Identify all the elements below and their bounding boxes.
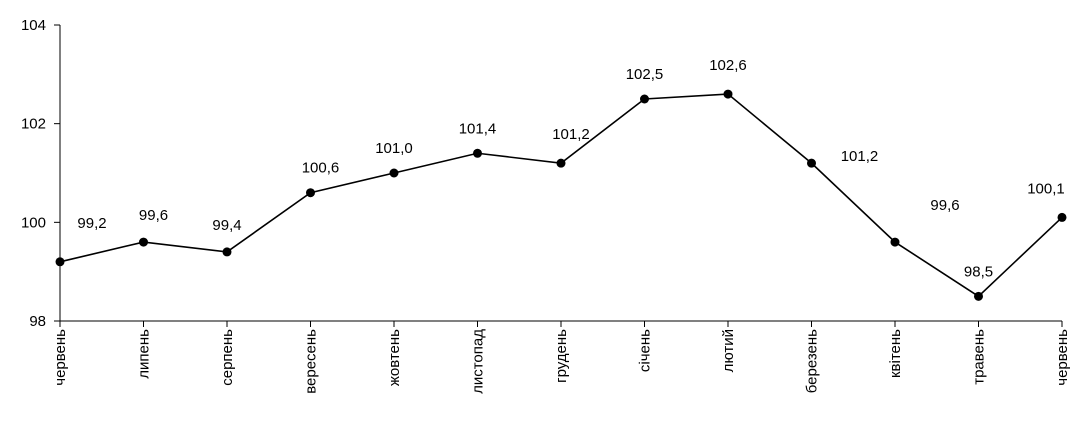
category-label: травень (971, 329, 988, 385)
data-point (640, 94, 649, 104)
data-label: 101,0 (375, 140, 413, 157)
data-point (807, 158, 816, 168)
data-point (1057, 212, 1067, 222)
data-label: 100,6 (302, 160, 340, 177)
y-tick-label: 100 (21, 214, 46, 231)
data-label: 101,2 (841, 148, 879, 165)
data-point (974, 291, 983, 301)
data-label: 99,6 (139, 207, 168, 224)
category-label: червень (1054, 329, 1071, 386)
axes: 98 100 102 104 (21, 17, 1063, 330)
series-line-group (55, 89, 1067, 301)
y-tick-label: 102 (21, 116, 46, 133)
category-label: липень (136, 329, 153, 379)
data-labels-group: 99,2 99,6 99,4 100,6 101,0 101,4 101,2 102,5 102… (77, 57, 1064, 280)
category-label: січень (637, 329, 654, 372)
category-label: листопад (470, 329, 487, 394)
data-label: 99,6 (930, 197, 959, 214)
data-point (306, 188, 315, 198)
data-label: 101,2 (552, 126, 590, 143)
category-label: вересень (303, 329, 320, 394)
data-point (473, 148, 482, 158)
category-label: квітень (887, 329, 904, 378)
data-point (55, 257, 65, 267)
data-point (222, 247, 232, 257)
data-label: 100,1 (1027, 180, 1065, 197)
category-label: серпень (219, 329, 236, 386)
data-point (890, 237, 900, 247)
category-label: грудень (553, 329, 570, 383)
y-tick-label: 104 (21, 17, 46, 34)
category-label: жовтень (386, 329, 403, 386)
data-label: 99,2 (77, 215, 106, 232)
data-point (139, 237, 148, 247)
category-label: лютий (720, 329, 737, 372)
data-point (389, 168, 399, 178)
category-labels-group: червень липень серпень вересень жовтень листо… (52, 329, 1071, 394)
data-label: 99,4 (212, 217, 241, 234)
category-label: березень (804, 329, 821, 393)
data-label: 101,4 (459, 120, 497, 137)
category-label: червень (52, 329, 69, 386)
data-label: 102,6 (709, 57, 747, 74)
data-point (556, 158, 566, 168)
series-line (59, 93, 1063, 298)
data-label: 98,5 (964, 263, 993, 280)
y-tick-label: 98 (29, 313, 46, 330)
data-point (723, 89, 733, 99)
data-label: 102,5 (626, 66, 664, 83)
